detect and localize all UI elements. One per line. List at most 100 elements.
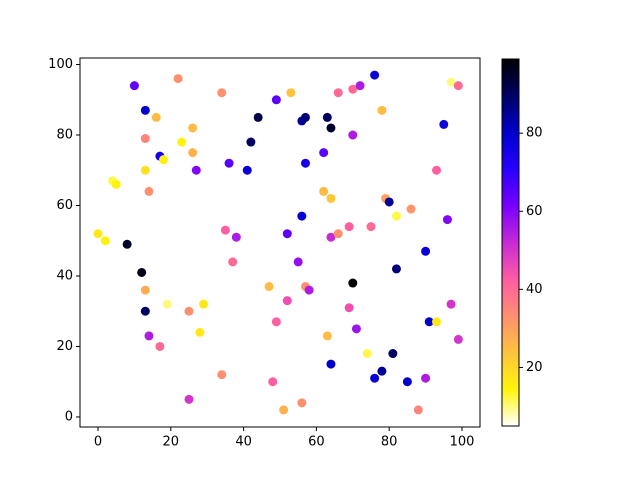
point xyxy=(271,317,281,327)
point xyxy=(322,331,332,341)
point xyxy=(442,215,452,225)
point xyxy=(366,222,376,232)
point xyxy=(370,70,380,80)
point xyxy=(279,405,289,415)
point xyxy=(402,377,412,387)
point xyxy=(140,306,150,316)
point xyxy=(191,165,201,175)
point xyxy=(188,123,198,133)
point xyxy=(348,84,358,94)
point xyxy=(177,137,187,147)
y-tick-label: 60 xyxy=(56,198,73,213)
point xyxy=(391,264,401,274)
plot-frame xyxy=(79,57,481,428)
point xyxy=(446,299,456,309)
point xyxy=(421,246,431,256)
x-tick-label: 0 xyxy=(94,435,102,450)
point xyxy=(162,299,172,309)
point xyxy=(286,88,296,98)
point xyxy=(322,112,332,122)
point xyxy=(253,112,263,122)
colorbar-tick-label: 40 xyxy=(526,282,543,297)
point xyxy=(242,165,252,175)
point xyxy=(326,232,336,242)
point xyxy=(188,148,198,158)
point xyxy=(228,257,238,267)
point xyxy=(155,341,165,351)
point xyxy=(140,165,150,175)
point xyxy=(421,373,431,383)
point xyxy=(326,359,336,369)
colorbar-tick-label: 60 xyxy=(526,204,543,219)
y-tick-label: 0 xyxy=(65,409,73,424)
point xyxy=(351,324,361,334)
point xyxy=(384,197,394,207)
x-tick-label: 80 xyxy=(381,435,398,450)
y-tick-label: 80 xyxy=(56,128,73,143)
point xyxy=(439,119,449,129)
point xyxy=(140,134,150,144)
point xyxy=(344,303,354,313)
point xyxy=(93,229,103,239)
point xyxy=(370,373,380,383)
x-tick-label: 60 xyxy=(308,435,325,450)
point xyxy=(217,370,227,380)
point xyxy=(268,377,278,387)
point xyxy=(282,229,292,239)
point xyxy=(184,306,194,316)
point xyxy=(140,285,150,295)
point xyxy=(144,331,154,341)
point xyxy=(333,88,343,98)
point xyxy=(100,236,110,246)
point xyxy=(377,366,387,376)
point xyxy=(151,112,161,122)
point xyxy=(271,95,281,105)
point xyxy=(391,211,401,221)
point xyxy=(319,148,329,158)
point xyxy=(297,211,307,221)
y-tick-label: 40 xyxy=(56,268,73,283)
x-tick-label: 100 xyxy=(450,435,475,450)
point xyxy=(326,193,336,203)
point xyxy=(446,77,456,87)
point xyxy=(432,165,442,175)
point xyxy=(326,123,336,133)
point xyxy=(424,317,434,327)
colorbar-tick-label: 20 xyxy=(526,360,543,375)
point xyxy=(432,317,442,327)
point xyxy=(231,232,241,242)
x-tick-label: 20 xyxy=(163,435,180,450)
point xyxy=(246,137,256,147)
point xyxy=(184,394,194,404)
point xyxy=(300,112,310,122)
point xyxy=(159,155,169,165)
point xyxy=(413,405,423,415)
point xyxy=(377,105,387,115)
point xyxy=(304,285,314,295)
point xyxy=(224,158,234,168)
point xyxy=(355,81,365,91)
point xyxy=(293,257,303,267)
colorbar xyxy=(501,58,520,427)
point xyxy=(195,327,205,337)
point xyxy=(348,278,358,288)
point xyxy=(282,296,292,306)
point xyxy=(453,334,463,344)
point xyxy=(173,74,183,84)
colorbar-tick-label: 80 xyxy=(526,126,543,141)
point xyxy=(129,81,139,91)
point xyxy=(406,204,416,214)
y-tick-label: 100 xyxy=(48,57,73,72)
point xyxy=(111,179,121,189)
point xyxy=(333,229,343,239)
point xyxy=(297,398,307,408)
point xyxy=(344,222,354,232)
point xyxy=(144,186,154,196)
y-tick-label: 20 xyxy=(56,339,73,354)
point xyxy=(140,105,150,115)
point xyxy=(362,349,372,359)
x-tick-label: 40 xyxy=(235,435,252,450)
point xyxy=(319,186,329,196)
point xyxy=(264,282,274,292)
